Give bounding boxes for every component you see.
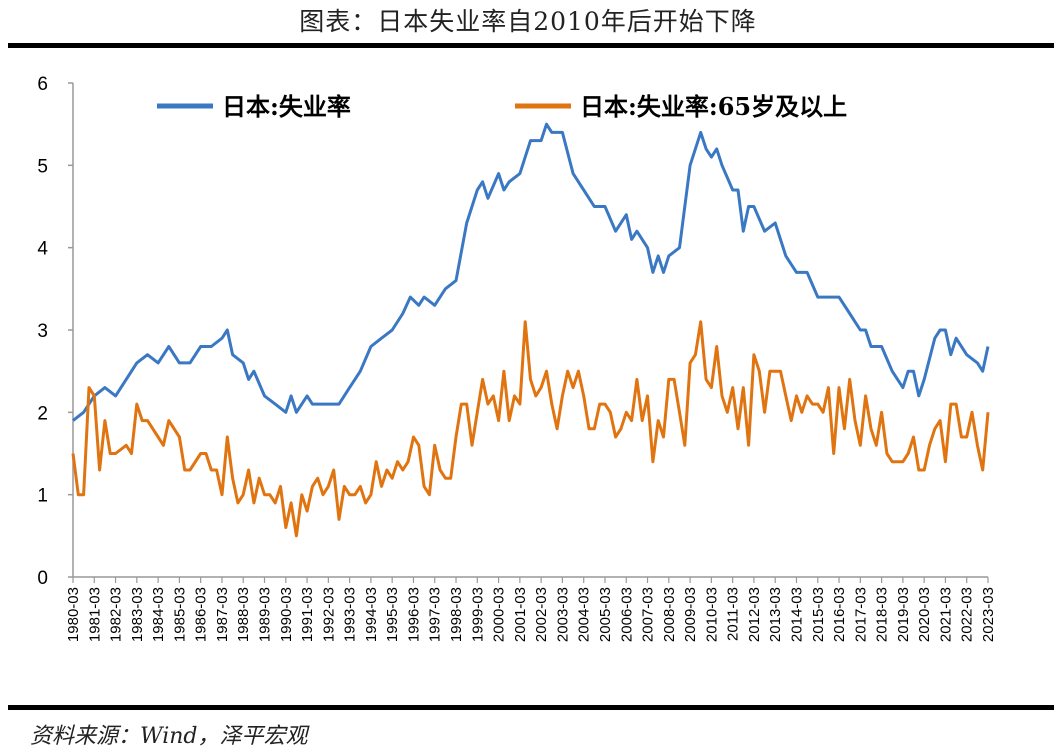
x-tick-label: 2021-03: [937, 587, 954, 642]
x-tick-label: 2016-03: [831, 587, 848, 642]
x-tick-label: 1998-03: [448, 587, 465, 642]
x-tick-label: 2013-03: [767, 587, 784, 642]
x-tick-label: 2023-03: [980, 587, 997, 642]
y-tick-label: 0: [37, 568, 48, 589]
legend: 日本:失业率 日本:失业率:65岁及以上: [157, 92, 847, 121]
y-tick-label: 5: [37, 156, 48, 177]
legend-label-1: 日本:失业率:65岁及以上: [580, 92, 847, 121]
x-tick-label: 2003-03: [554, 587, 571, 642]
x-tick-label: 1996-03: [405, 587, 422, 642]
series-line-1: [71, 320, 990, 538]
y-tick-label: 1: [37, 486, 48, 507]
x-tick-label: 1980-03: [65, 587, 82, 642]
x-tick-label: 1994-03: [363, 587, 380, 642]
x-tick-label: 2000-03: [491, 587, 508, 642]
bottom-divider: [8, 705, 1054, 710]
x-tick-label: 1991-03: [299, 587, 316, 642]
legend-label-0: 日本:失业率: [222, 92, 351, 121]
x-tick-label: 1992-03: [320, 587, 337, 642]
series-line-0: [72, 122, 990, 422]
x-tick-label: 2001-03: [512, 587, 529, 642]
x-tick-label: 2007-03: [640, 587, 657, 642]
x-tick-label: 2004-03: [576, 587, 593, 642]
y-tick-label: 6: [37, 74, 48, 95]
x-tick-label: 1983-03: [129, 587, 146, 642]
x-tick-label: 1997-03: [427, 587, 444, 642]
x-tick-label: 2002-03: [533, 587, 550, 642]
axes: 0 1 2 3 4 5 6 1980-03 1981-03 1982-03 1983-03 1984-…: [37, 74, 997, 642]
x-tick-label: 2011-03: [725, 587, 742, 641]
x-tick-label: 1985-03: [171, 587, 188, 642]
x-tick-label: 1990-03: [278, 587, 295, 642]
y-tick-label: 2: [37, 403, 48, 424]
x-tick-label: 1981-03: [86, 587, 103, 642]
x-tick-label: 1984-03: [150, 587, 167, 642]
x-tick-label: 1987-03: [214, 587, 231, 642]
x-tick-label: 1989-03: [257, 587, 274, 642]
x-tick-label: 1988-03: [235, 587, 252, 642]
x-tick-label: 2008-03: [661, 587, 678, 642]
x-tick-label: 2009-03: [682, 587, 699, 642]
x-tick-label: 2010-03: [703, 587, 720, 642]
x-tick-label: 2015-03: [810, 587, 827, 642]
x-tick-label: 2014-03: [788, 587, 805, 642]
x-tick-label: 1986-03: [193, 587, 210, 642]
x-tick-label: 1993-03: [342, 587, 359, 642]
x-tick-label: 2005-03: [597, 587, 614, 642]
x-tick-label: 1995-03: [384, 587, 401, 642]
x-tick-label: 2022-03: [959, 587, 976, 642]
chart-title: 图表：日本失业率自2010年后开始下降: [299, 7, 757, 36]
y-tick-label: 4: [37, 239, 48, 260]
x-tick-label: 2019-03: [895, 587, 912, 642]
source-note: 资料来源：Wind，泽平宏观: [30, 724, 308, 749]
x-tick-label: 1999-03: [469, 587, 486, 642]
x-tick-label: 1982-03: [108, 587, 125, 642]
x-tick-label: 2020-03: [916, 587, 933, 642]
x-tick-label: 2012-03: [746, 587, 763, 642]
x-tick-label: 2018-03: [874, 587, 891, 642]
y-tick-label: 3: [37, 321, 48, 342]
top-divider: [8, 43, 1054, 48]
series-lines: [71, 122, 990, 538]
x-tick-label: 2006-03: [618, 587, 635, 642]
x-tick-label: 2017-03: [852, 587, 869, 642]
